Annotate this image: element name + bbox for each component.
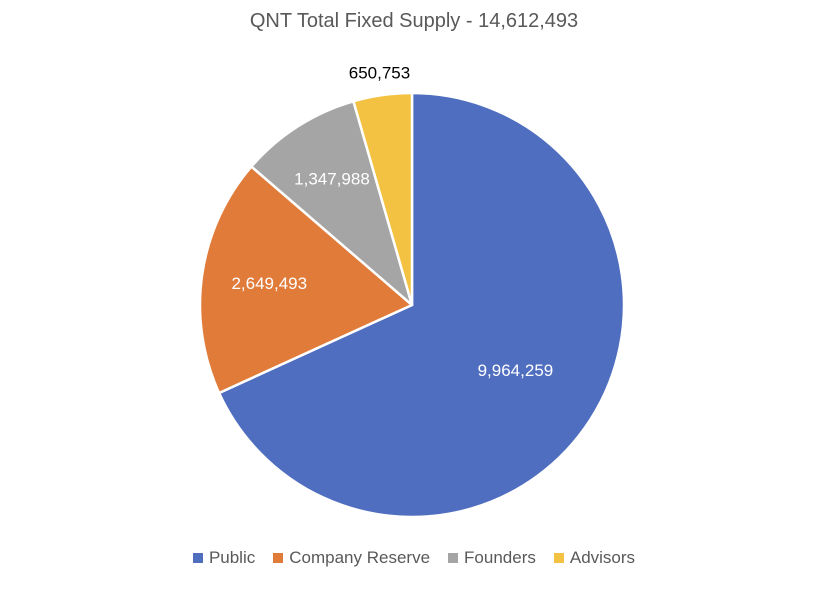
legend-swatch-founders <box>448 553 459 563</box>
legend-swatch-company-reserve <box>273 553 284 563</box>
legend-swatch-public <box>192 553 203 563</box>
legend-label-public: Public <box>208 548 256 567</box>
data-label-public: 9,964,259 <box>478 361 554 380</box>
legend-label-company-reserve: Company Reserve <box>289 548 431 567</box>
pie-slice-public <box>217 91 626 519</box>
legend-item-company-reserve: Company Reserve <box>273 548 430 568</box>
pie-slice-company-reserve <box>198 165 414 395</box>
chart-title: QNT Total Fixed Supply - 14,612,493 <box>249 10 579 32</box>
pie-slice-founders <box>250 99 414 307</box>
legend-label-founders: Founders <box>464 548 536 567</box>
legend-item-founders: Founders <box>448 548 536 568</box>
legend-swatch-advisors <box>553 553 564 563</box>
data-label-company-reserve: 2,649,493 <box>231 274 307 293</box>
legend-item-public: Public <box>192 548 256 568</box>
legend-label-advisors: Advisors <box>569 548 636 567</box>
legend-item-advisors: Advisors <box>553 548 636 568</box>
pie-slice-advisors <box>352 91 414 307</box>
data-label-advisors: 650,753 <box>349 64 410 83</box>
data-label-founders: 1,347,988 <box>294 170 370 189</box>
chart-legend: Public Company Reserve Founders Advisors <box>0 548 828 568</box>
